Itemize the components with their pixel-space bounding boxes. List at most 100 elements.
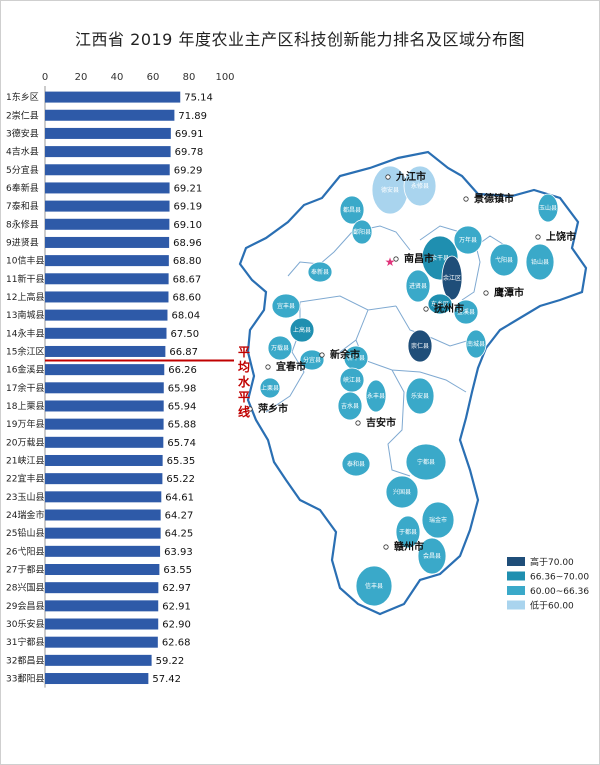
category-label: 8永修县 <box>6 218 39 230</box>
category-label: 3德安县 <box>6 127 39 139</box>
chart-title: 江西省 2019 年度农业主产区科技创新能力排名及区域分布图 <box>75 30 525 49</box>
map-county-label: 于都县 <box>399 528 417 536</box>
bar <box>45 454 163 466</box>
average-label-char: 线 <box>238 404 250 419</box>
map-county-label: 余干县 <box>431 254 449 262</box>
bar <box>45 600 159 612</box>
map-county-label: 乐安县 <box>411 392 429 400</box>
category-label: 2崇仁县 <box>6 109 39 121</box>
category-label: 30乐安县 <box>6 618 44 630</box>
bar-value-label: 62.97 <box>162 583 191 594</box>
bar <box>45 182 170 194</box>
bar-value-label: 65.88 <box>168 420 197 431</box>
map-county-label: 东乡区 <box>431 300 449 308</box>
bar <box>45 200 170 212</box>
map-county-region <box>339 195 365 225</box>
map-city-marker <box>423 306 429 312</box>
map-county-label: 玉山县 <box>539 204 557 212</box>
bar-value-label: 69.19 <box>174 202 203 213</box>
map-county-label: 进贤县 <box>409 282 427 290</box>
map-county-label: 金溪县 <box>457 308 475 316</box>
category-label: 12上高县 <box>6 291 44 303</box>
map-county-region <box>341 451 371 477</box>
bar <box>45 436 164 448</box>
category-label: 21峡江县 <box>6 454 44 466</box>
map-county-region <box>405 443 447 481</box>
bar-value-label: 68.67 <box>173 274 202 285</box>
map-city-label: 新余市 <box>330 348 360 361</box>
map-city-label: 抚州市 <box>434 302 464 315</box>
bar <box>45 218 170 230</box>
map-city-marker <box>383 544 389 550</box>
map-county-label: 崇仁县 <box>411 342 429 350</box>
bar <box>45 673 149 685</box>
map-county-label: 德安县 <box>381 186 399 194</box>
category-label: 24瑞金市 <box>6 509 44 521</box>
map-county-region <box>299 349 325 371</box>
map-county-label: 瑞金市 <box>429 516 447 524</box>
map-county-region <box>453 225 483 255</box>
average-label-char: 平 <box>238 345 250 359</box>
map-city-label: 赣州市 <box>394 540 424 553</box>
bar-value-label: 68.80 <box>173 256 202 267</box>
map-city-marker <box>483 290 489 296</box>
map-city-marker <box>385 174 391 180</box>
map-county-label: 吉水县 <box>341 402 359 410</box>
category-label: 14永丰县 <box>6 327 44 339</box>
map-county-region <box>421 501 455 539</box>
average-label-char: 均 <box>238 359 250 374</box>
x-tick-label: 60 <box>147 72 160 83</box>
map-county-label: 弋阳县 <box>495 256 513 264</box>
legend-label: 低于60.00 <box>530 600 574 612</box>
category-label: 7泰和县 <box>6 200 39 212</box>
map-city-label: 鹰潭市 <box>494 286 524 299</box>
category-label: 33鄱阳县 <box>6 674 44 685</box>
bar <box>45 509 161 521</box>
map-county-label: 万年县 <box>459 236 477 244</box>
map-county-label: 万载县 <box>271 344 289 352</box>
map-county-region <box>289 317 315 343</box>
category-label: 1东乡区 <box>6 91 39 103</box>
bar <box>45 345 166 357</box>
legend-label: 60.00~66.36 <box>530 587 589 597</box>
bar <box>45 618 159 630</box>
bar-value-label: 59.22 <box>156 656 185 667</box>
category-label: 26弋阳县 <box>6 545 44 557</box>
map-county-region <box>267 335 293 361</box>
x-tick-label: 40 <box>111 72 124 83</box>
map-county-label: 都昌县 <box>343 206 361 214</box>
map-county-region <box>405 269 431 303</box>
bar <box>45 291 169 303</box>
map-county-label: 兴国县 <box>393 488 411 496</box>
map-city-marker <box>393 256 399 262</box>
category-label: 13南城县 <box>6 309 44 321</box>
map-county-region <box>259 377 281 399</box>
map-county-region <box>351 219 373 245</box>
map-county-region <box>271 293 301 319</box>
map-county-region <box>417 537 447 575</box>
bar-value-label: 62.68 <box>162 638 191 649</box>
x-tick-label: 100 <box>215 72 234 83</box>
map-county-region <box>405 377 435 415</box>
map-county-label: 上高县 <box>293 326 311 334</box>
map-county-region <box>407 329 433 363</box>
map-city-label: 宜春市 <box>276 360 306 373</box>
map-city-marker <box>319 352 325 358</box>
legend-swatch <box>507 600 525 610</box>
map-county-label: 鄱阳县 <box>353 228 371 236</box>
category-label: 15余江区 <box>6 345 44 357</box>
map-county-label: 南城县 <box>467 340 485 348</box>
category-label: 10信丰县 <box>6 255 44 267</box>
bar-value-label: 69.91 <box>175 129 204 140</box>
category-label: 25铅山县 <box>6 527 44 539</box>
category-label: 20万载县 <box>6 436 44 448</box>
bar <box>45 146 171 158</box>
map-county-label: 上栗县 <box>261 384 279 392</box>
bar <box>45 418 164 430</box>
category-label: 23玉山县 <box>6 492 44 503</box>
map-city-label: 南昌市 <box>404 252 434 265</box>
bar-value-label: 69.21 <box>174 183 203 194</box>
map-county-region <box>403 165 437 207</box>
